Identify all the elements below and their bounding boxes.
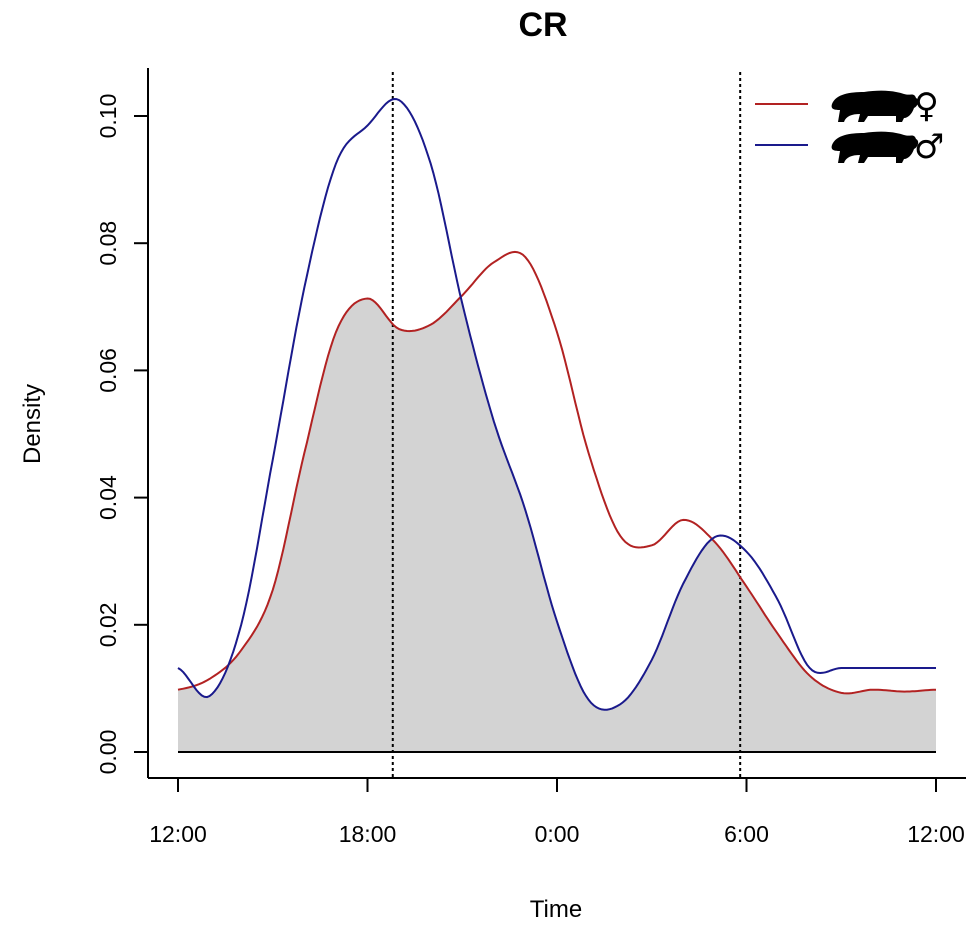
x-tick-label: 0:00: [535, 821, 580, 847]
jaguar-silhouette-icon: [831, 131, 919, 163]
x-axis-label: Time: [530, 896, 582, 923]
x-tick-label: 12:00: [149, 821, 207, 847]
y-tick-label: 0.08: [95, 221, 121, 266]
chart-title: CR: [518, 6, 567, 44]
overlap-area: [178, 298, 936, 752]
y-tick-label: 0.00: [95, 730, 121, 775]
series-line-male: [177, 97, 936, 711]
y-tick-label: 0.06: [95, 348, 121, 393]
y-axis-label: Density: [19, 384, 46, 464]
y-tick-label: 0.04: [95, 475, 121, 520]
overlap-area-layer: [178, 298, 936, 753]
x-tick-label: 12:00: [907, 821, 965, 847]
legend: ♀ ♂: [755, 86, 944, 167]
reference-lines-layer: [391, 72, 742, 778]
series-layer: [177, 97, 937, 711]
series-line-female: [177, 250, 937, 695]
legend-male-symbol: ♂: [914, 127, 944, 167]
x-tick-label: 6:00: [724, 821, 769, 847]
y-tick-label: 0.02: [95, 602, 121, 647]
axes-layer: 0.00 0.02 0.04 0.06 0.08 0.10 12:00 18:00 0:00 6:…: [95, 68, 966, 847]
y-tick-label: 0.10: [95, 94, 121, 139]
jaguar-silhouette-icon: [831, 90, 919, 122]
x-tick-label: 18:00: [339, 821, 397, 847]
legend-female-symbol: ♀: [914, 86, 939, 126]
